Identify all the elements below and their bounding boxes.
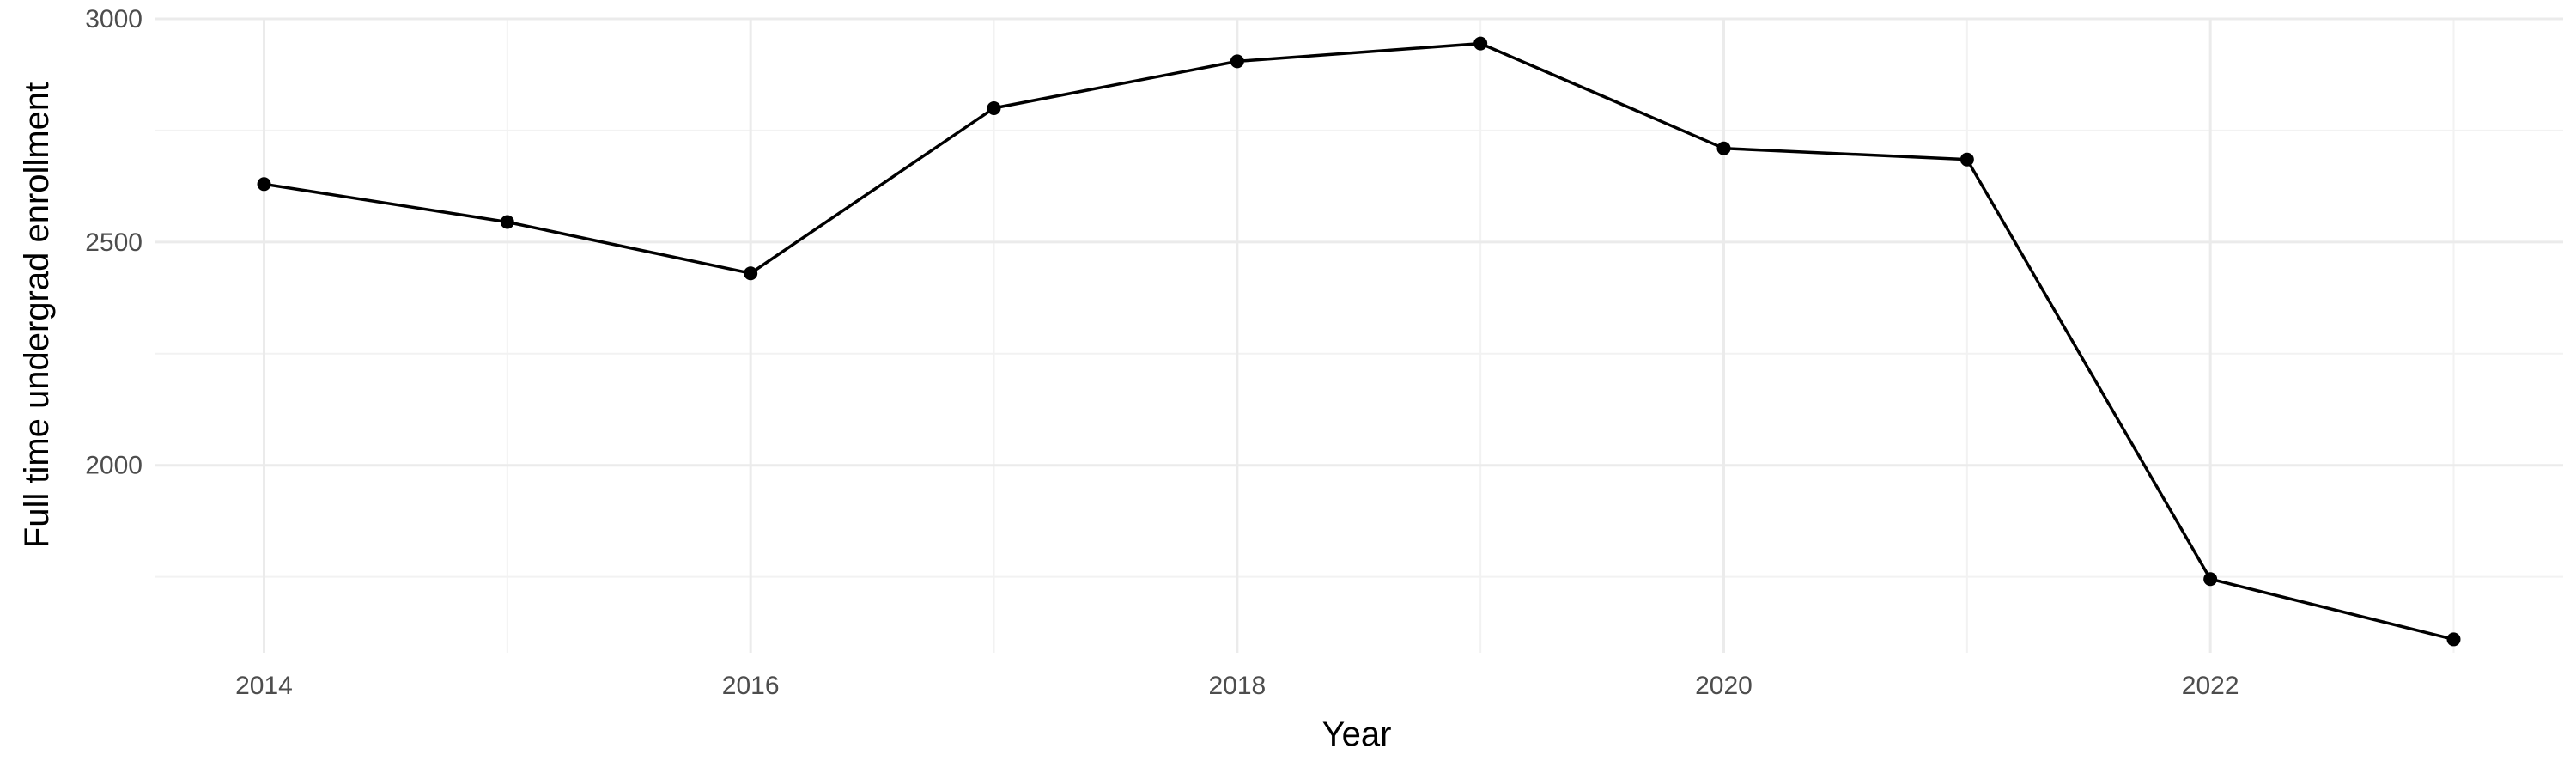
data-point-2023 <box>2446 632 2461 647</box>
x-tick-label: 2016 <box>722 672 780 700</box>
x-tick-label: 2020 <box>1695 672 1753 700</box>
data-point-2022 <box>2203 572 2218 587</box>
series-line <box>264 41 2454 642</box>
x-tick-label: 2018 <box>1208 672 1266 700</box>
data-points-layer <box>257 36 2461 647</box>
y-tick-labels: 2000 2500 3000 <box>85 5 143 480</box>
grid-layer <box>155 17 2563 653</box>
x-tick-label: 2022 <box>2182 672 2239 700</box>
data-point-2019 <box>1473 36 1488 51</box>
data-point-2014 <box>257 177 271 192</box>
series-line-layer <box>264 41 2454 642</box>
data-point-2017 <box>987 100 1001 115</box>
data-point-2020 <box>1716 141 1731 155</box>
x-tick-label: 2014 <box>235 672 293 700</box>
y-tick-label: 3000 <box>85 5 143 33</box>
y-tick-label: 2500 <box>85 228 143 257</box>
data-point-2018 <box>1230 54 1244 69</box>
data-point-2015 <box>500 215 514 229</box>
y-tick-label: 2000 <box>85 452 143 480</box>
x-axis-title: Year <box>1322 715 1392 753</box>
x-tick-labels: 2014 2016 2018 2020 2022 <box>235 672 2239 700</box>
data-point-2016 <box>744 266 758 281</box>
data-point-2021 <box>1959 152 1974 167</box>
y-axis-title: Full time undergrad enrollment <box>18 82 56 548</box>
